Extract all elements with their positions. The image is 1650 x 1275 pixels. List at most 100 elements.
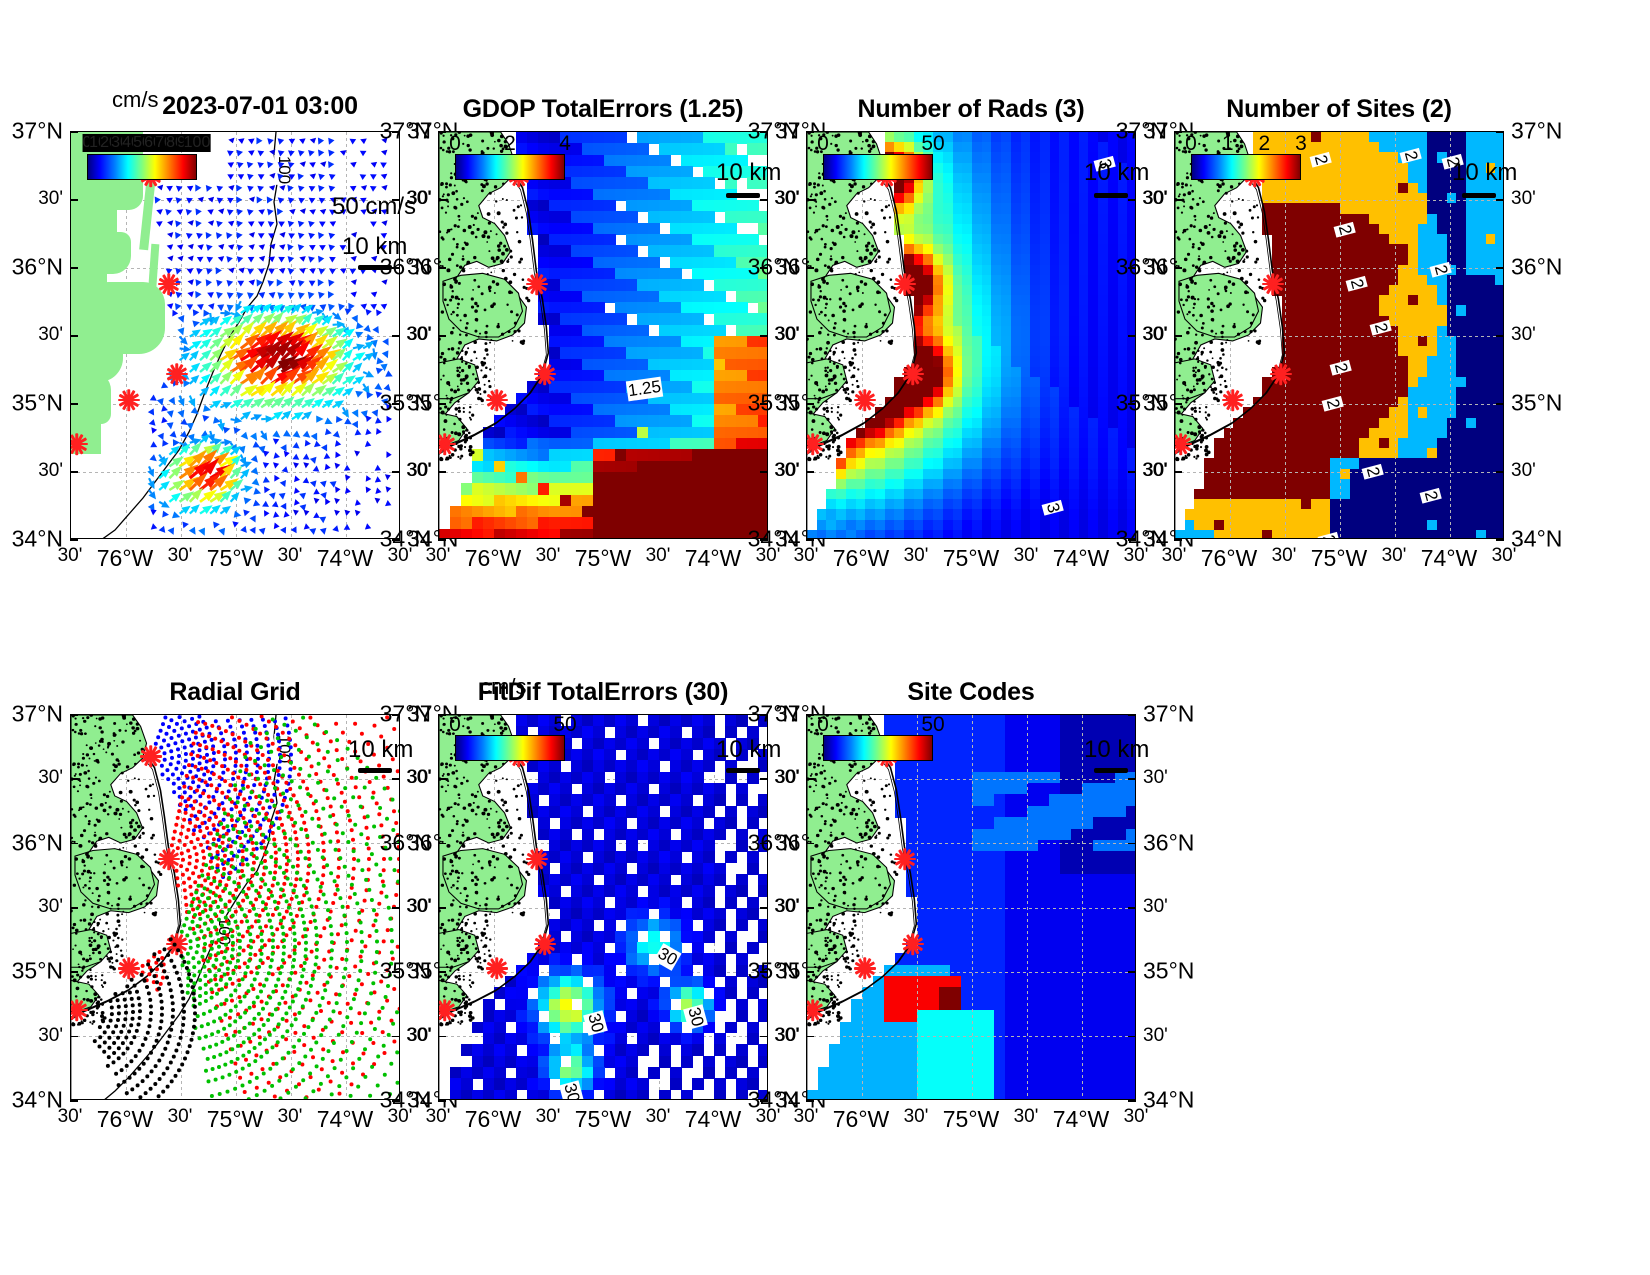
- y-axis-tick-label-right: 30': [1143, 896, 1168, 917]
- y-axis-tick-right: [760, 267, 768, 269]
- x-axis-tick-label: 75°W: [574, 545, 632, 571]
- panel-totals-vectors: 2023-07-01 03:00 cm/s: [12, 87, 459, 571]
- y-axis-tick: [70, 778, 78, 780]
- y-axis-tick-label-right: 30': [775, 188, 800, 209]
- y-axis-tick-right: [1128, 131, 1136, 133]
- y-axis-tick-label: 30': [38, 188, 63, 209]
- colorbar-tick-label: 50: [553, 714, 577, 736]
- radial-grid-dots: [92, 715, 399, 1099]
- colorbar-fitdif: [455, 735, 565, 761]
- y-axis-tick: [806, 539, 814, 541]
- y-axis-tick-label-right: 36°N: [1143, 829, 1195, 856]
- y-axis-tick-label: 36°N: [1115, 253, 1167, 280]
- y-axis-tick: [806, 335, 814, 337]
- y-axis-tick-label-right: 30': [775, 896, 800, 917]
- x-axis-tick-label: 30': [1381, 545, 1407, 566]
- y-axis-tick-right: [760, 471, 768, 473]
- y-axis-tick-right: [1128, 907, 1136, 909]
- x-axis-tick-label: 30': [793, 1106, 819, 1127]
- y-axis-tick-right: [1128, 778, 1136, 780]
- x-axis-tick-label: 74°W: [684, 545, 742, 571]
- y-axis-tick-label: 36°N: [379, 253, 431, 280]
- y-axis-tick-label-right: 30': [1143, 460, 1168, 481]
- y-axis-tick-label: 30': [1142, 460, 1167, 481]
- y-axis-tick-label: 30': [406, 1024, 431, 1046]
- y-axis-tick-label: 30': [38, 324, 63, 345]
- panel-site-codes: Site Codes 0 50 37°N 37°N 30' 30' 36°N 36°N 30'…: [748, 678, 1195, 1132]
- y-axis-tick-right: [1128, 267, 1136, 269]
- y-axis-tick-label: 30': [38, 1024, 63, 1046]
- y-axis-tick: [806, 1035, 814, 1038]
- y-axis-tick-right: [392, 842, 400, 845]
- y-axis-tick: [438, 403, 446, 405]
- y-axis-tick-label: 35°N: [1115, 389, 1167, 416]
- y-axis-tick: [70, 267, 78, 269]
- y-axis-tick-right: [392, 1100, 400, 1102]
- y-axis-tick-label-right: 30': [1511, 324, 1536, 345]
- y-axis-tick-right: [392, 335, 400, 337]
- x-axis-tick-label: 30': [645, 1106, 671, 1127]
- x-axis-tick-label: 30': [387, 1106, 413, 1127]
- colorbar-tick-label: 0: [1185, 132, 1197, 155]
- panel-title-sites: Number of Sites (2): [1226, 95, 1452, 123]
- y-axis-tick-right: [760, 714, 768, 716]
- map-axes-site-codes: 0 50: [806, 714, 1136, 1100]
- colorbar-sitecodes: [823, 735, 933, 761]
- panel-title-site-codes: Site Codes: [907, 678, 1035, 706]
- colorbar-tick-label: 0: [449, 714, 461, 736]
- colorbar-tick-label: 2: [504, 132, 516, 155]
- y-axis-tick-label: 30': [406, 896, 431, 917]
- scale-bar-label: 10 km: [716, 159, 782, 186]
- y-axis-tick-right: [1128, 714, 1136, 716]
- x-axis-tick-label: 30': [387, 545, 413, 566]
- x-axis-tick-label: 30': [793, 545, 819, 566]
- x-axis-tick-label: 76°W: [464, 1106, 522, 1132]
- y-axis-tick-label: 34°N: [379, 1086, 431, 1113]
- x-axis-tick-label: 30': [167, 545, 193, 566]
- y-axis-tick-right: [760, 403, 768, 405]
- x-axis-tick-label: 75°W: [942, 1106, 1000, 1132]
- x-axis-tick-label: 76°W: [96, 1106, 154, 1132]
- y-axis-tick-label: 37°N: [379, 117, 431, 144]
- y-axis-tick: [806, 971, 814, 973]
- y-axis-tick: [70, 842, 78, 845]
- y-axis-tick-right: [760, 539, 768, 541]
- scale-bar-label: 10 km: [342, 233, 408, 260]
- y-axis-tick-right: [1128, 1035, 1136, 1038]
- y-axis-tick: [70, 1035, 78, 1038]
- y-axis-tick-right: [1128, 539, 1136, 541]
- y-axis-tick-right: [392, 131, 400, 133]
- x-axis-tick-label: 75°W: [942, 545, 1000, 571]
- x-axis-tick-label: 76°W: [832, 545, 890, 571]
- y-axis-tick-label-right: 36°N: [1511, 253, 1563, 280]
- y-axis-tick-right: [760, 199, 768, 201]
- x-axis-tick-label: 30': [903, 545, 929, 566]
- y-axis-tick-label-right: 34°N: [1143, 1086, 1195, 1113]
- colorbar-tick-label: 1: [1221, 132, 1234, 155]
- y-axis-tick-right: [1496, 403, 1504, 405]
- y-axis-tick: [70, 714, 78, 716]
- y-axis-tick-right: [392, 539, 400, 541]
- y-axis-tick-label: 30': [774, 460, 799, 481]
- y-axis-tick-right: [760, 971, 768, 973]
- x-axis-tick-label: 30': [277, 545, 303, 566]
- y-axis-tick-right: [1496, 335, 1504, 337]
- scale-bar-label: 10 km: [1084, 736, 1150, 763]
- y-axis-tick-right: [1128, 971, 1136, 973]
- x-axis-tick-label: 76°W: [832, 1106, 890, 1132]
- x-axis-tick-label: 30': [1123, 1106, 1149, 1127]
- panel-title-radial-grid: Radial Grid: [169, 678, 301, 706]
- y-axis-tick-label: 34°N: [11, 1086, 63, 1113]
- y-axis-tick: [806, 471, 814, 473]
- scale-bar: [358, 265, 392, 270]
- panel-title-fitdif: FitDif TotalErrors (30): [477, 678, 729, 706]
- y-axis-tick-label: 30': [406, 188, 431, 209]
- y-axis-tick-label: 36°N: [11, 253, 63, 280]
- colorbar-tick-label: 100: [183, 134, 211, 152]
- y-axis-tick-label-right: 30': [407, 1024, 432, 1046]
- fitdif-raster: [439, 715, 767, 1099]
- y-axis-tick-label: 34°N: [1115, 525, 1167, 552]
